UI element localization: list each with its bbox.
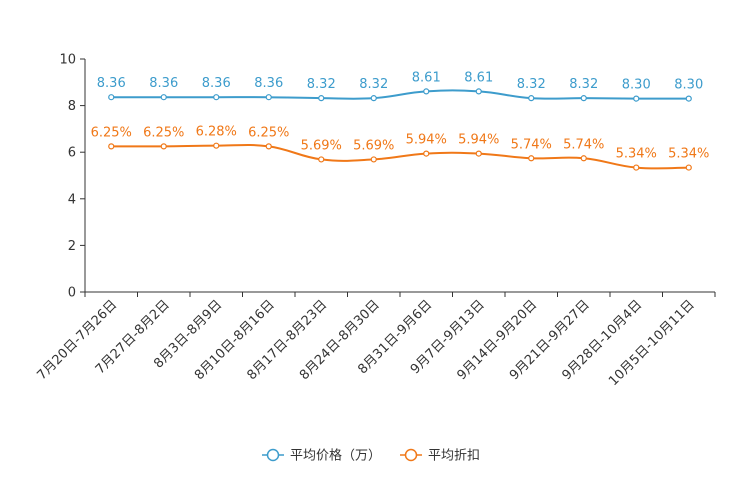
data-label: 5.69% xyxy=(301,138,342,153)
data-point[interactable] xyxy=(213,142,220,149)
data-label: 8.30 xyxy=(674,78,703,93)
y-tick-label: 2 xyxy=(68,239,76,254)
data-label: 5.34% xyxy=(668,147,709,162)
data-label: 6.25% xyxy=(143,125,184,140)
data-label: 5.69% xyxy=(353,138,394,153)
data-point[interactable] xyxy=(528,155,535,162)
series-line xyxy=(111,143,689,170)
data-point[interactable] xyxy=(213,94,220,101)
data-point[interactable] xyxy=(370,156,377,163)
data-point[interactable] xyxy=(370,95,377,102)
series-layer: 8.36 8.36 8.36 8.36 8.32 8.32 8.61 8.61 8.32 8.32… xyxy=(91,70,709,171)
data-point[interactable] xyxy=(108,94,115,101)
data-label: 5.74% xyxy=(563,137,604,152)
data-point[interactable] xyxy=(685,164,692,171)
y-tick-label: 8 xyxy=(68,99,76,114)
series-2: 6.25% 6.25% 6.28% 6.25% 5.69% 5.69% 5.94% 5.94%… xyxy=(91,125,709,171)
legend-marker-icon xyxy=(266,448,280,462)
data-point[interactable] xyxy=(160,94,167,101)
data-label: 8.32 xyxy=(569,77,598,92)
data-point[interactable] xyxy=(265,143,272,150)
legend-marker-icon xyxy=(404,448,418,462)
data-point[interactable] xyxy=(160,143,167,150)
data-label: 8.32 xyxy=(307,77,336,92)
data-label: 8.61 xyxy=(412,70,441,85)
data-label: 5.74% xyxy=(511,137,552,152)
data-label: 8.36 xyxy=(97,76,126,91)
data-label: 8.36 xyxy=(254,76,283,91)
series-1: 8.36 8.36 8.36 8.36 8.32 8.32 8.61 8.61 8.32 8.32… xyxy=(97,70,703,102)
data-label: 5.34% xyxy=(616,147,657,162)
data-label: 6.25% xyxy=(91,125,132,140)
data-point[interactable] xyxy=(633,164,640,171)
y-tick-label: 6 xyxy=(68,146,76,161)
data-label: 6.28% xyxy=(196,125,237,140)
data-point[interactable] xyxy=(318,156,325,163)
data-point[interactable] xyxy=(580,155,587,162)
legend-item-2[interactable]: 平均折扣 xyxy=(400,449,480,464)
data-label: 8.61 xyxy=(464,70,493,85)
data-point[interactable] xyxy=(475,88,482,95)
data-label: 8.36 xyxy=(202,76,231,91)
data-label: 5.94% xyxy=(458,133,499,148)
legend-label: 平均折扣 xyxy=(428,449,480,464)
legend-label: 平均价格（万） xyxy=(290,448,381,464)
data-point[interactable] xyxy=(475,150,482,157)
data-label: 8.30 xyxy=(622,78,651,93)
legend-item-1[interactable]: 平均价格（万） xyxy=(262,448,381,464)
series-line xyxy=(111,89,689,100)
legend: 平均价格（万） 平均折扣 xyxy=(262,448,480,464)
data-point[interactable] xyxy=(265,94,272,101)
data-point[interactable] xyxy=(685,95,692,102)
data-label: 6.25% xyxy=(248,125,289,140)
data-point[interactable] xyxy=(108,143,115,150)
data-label: 8.32 xyxy=(359,77,388,92)
data-point[interactable] xyxy=(423,150,430,157)
data-point[interactable] xyxy=(528,95,535,102)
data-label: 8.32 xyxy=(517,77,546,92)
data-point[interactable] xyxy=(318,95,325,102)
data-point[interactable] xyxy=(633,95,640,102)
data-label: 8.36 xyxy=(149,76,178,91)
y-tick-label: 4 xyxy=(68,192,76,207)
data-point[interactable] xyxy=(423,88,430,95)
data-label: 5.94% xyxy=(406,133,447,148)
axes: 02468107月20日-7月26日7月27日-8月2日8月3日-8月9日8月1… xyxy=(35,53,716,389)
y-tick-label: 0 xyxy=(68,286,76,301)
y-tick-label: 10 xyxy=(59,53,76,68)
data-point[interactable] xyxy=(580,95,587,102)
